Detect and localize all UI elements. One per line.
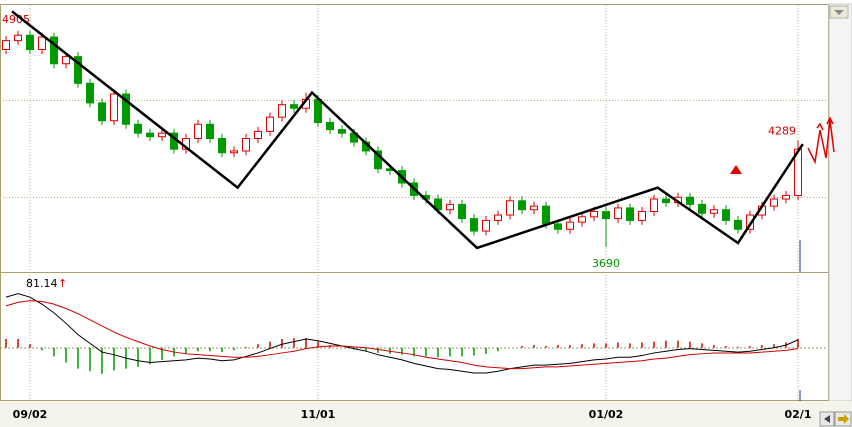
x-tick-label: 01/02: [589, 408, 624, 421]
candle-body: [446, 203, 454, 211]
side-strip: [828, 3, 852, 402]
dropdown-arrow: [834, 10, 844, 15]
macd-line: [5, 293, 799, 374]
candle-body: [146, 132, 154, 138]
candle-body: [134, 123, 142, 134]
candle-body: [530, 205, 538, 211]
candle-body: [458, 203, 466, 220]
candle-body: [770, 198, 778, 207]
candle-body: [494, 214, 502, 221]
candle-body: [290, 104, 298, 109]
candle-body: [506, 200, 514, 216]
candle-body: [578, 216, 586, 223]
candle-body: [746, 214, 754, 230]
candle-body: [26, 34, 34, 50]
candle-body: [554, 223, 562, 230]
zigzag-line: [11, 10, 804, 250]
signal-triangle: [730, 165, 742, 174]
candle-body: [650, 198, 658, 212]
trough-label: 3690: [592, 257, 620, 270]
candle-body: [338, 129, 346, 134]
candle-body: [14, 34, 22, 42]
candle-body: [230, 150, 238, 154]
candle-body: [518, 200, 526, 211]
peak-label: 4905: [2, 13, 30, 26]
candle-body: [698, 203, 706, 214]
candle-body: [566, 221, 574, 230]
candle-body: [782, 194, 790, 200]
candle-body: [710, 209, 718, 214]
candle-body: [38, 36, 46, 51]
x-tick-label: 02/1: [785, 408, 812, 421]
candle-body: [614, 207, 622, 220]
candle-body: [74, 56, 82, 84]
plot-layer: 09/02 11/01 01/02 02/1 4905 3690 4289 81.14 ↑: [0, 5, 828, 421]
candle-body: [218, 138, 226, 154]
candle-body: [626, 207, 634, 221]
x-tick-label: 09/02: [13, 408, 48, 421]
macd-max-label: 81.14: [26, 277, 58, 290]
candle-body: [602, 210, 610, 220]
candle-body: [470, 218, 478, 232]
candle-body: [638, 210, 646, 221]
candle-body: [254, 130, 262, 140]
macd-line: [5, 300, 799, 370]
candle-body: [86, 82, 94, 104]
candle-body: [590, 210, 598, 218]
candle-body: [686, 196, 694, 205]
candle-body: [98, 102, 106, 122]
forecast-arrows: [807, 116, 835, 165]
candle-body: [266, 116, 274, 132]
candle-body: [278, 104, 286, 118]
time-axis-strip: [0, 401, 852, 427]
candle-body: [242, 138, 250, 152]
candle-body: [158, 132, 166, 138]
last-high-label: 4289: [768, 124, 796, 137]
candle-body: [2, 40, 10, 50]
candle-body: [206, 123, 214, 140]
candle-body: [326, 121, 334, 131]
left-arrow: [824, 415, 830, 423]
candle-body: [62, 56, 70, 65]
right-arrow: [838, 414, 849, 424]
candle-body: [542, 205, 550, 225]
candle-body: [110, 93, 118, 122]
candle-body: [482, 219, 490, 232]
candle-body: [50, 36, 58, 65]
candle-body: [722, 209, 730, 221]
candle-body: [734, 219, 742, 230]
candle-body: [194, 123, 202, 140]
candle-body: [662, 198, 670, 204]
candle-body: [122, 93, 130, 125]
candle-body: [374, 150, 382, 170]
candle-body: [314, 98, 322, 123]
macd-arrow: ↑: [58, 277, 67, 290]
x-tick-label: 11/01: [301, 408, 336, 421]
